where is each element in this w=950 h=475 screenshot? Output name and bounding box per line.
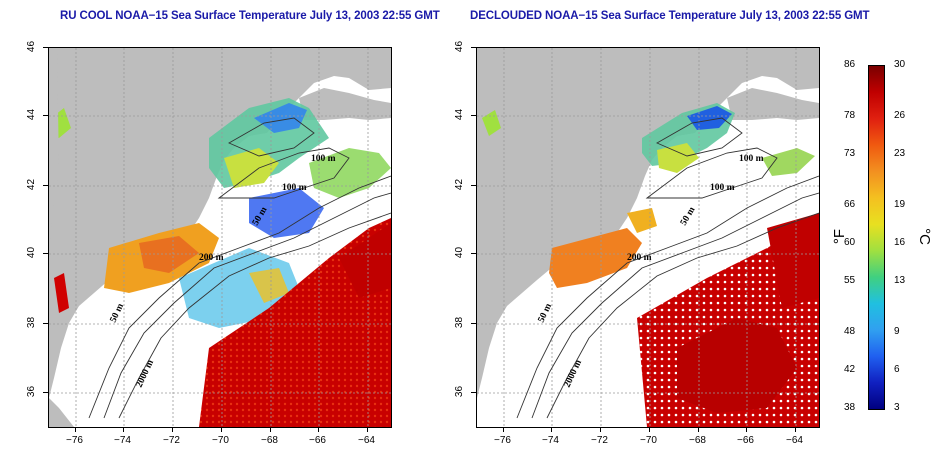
contour-label: 100 m [710, 183, 735, 193]
lon-tick-label: −70 [212, 435, 229, 446]
lon-tick-label: −64 [786, 435, 803, 446]
lon-tick-mark [649, 427, 650, 432]
lat-tick-mark [471, 323, 476, 324]
lat-tick-mark [43, 253, 48, 254]
lat-tick-label: 46 [26, 40, 38, 53]
colorbar-f-label: 55 [844, 274, 856, 286]
contour-label: 2000 m [135, 358, 156, 389]
colorbar-f-label: 73 [844, 147, 856, 159]
lon-tick-label: −68 [689, 435, 706, 446]
colorbar-c-label: 30 [894, 59, 906, 70]
temperature-colorbar [868, 65, 885, 410]
sst-patches [49, 48, 391, 427]
lon-tick-label: −70 [640, 435, 657, 446]
lon-tick-mark [367, 427, 368, 432]
graticule [477, 48, 819, 427]
lat-tick-mark [471, 185, 476, 186]
lon-tick-mark [503, 427, 504, 432]
colorbar-f-label: 48 [844, 325, 856, 337]
colorbar-c-label: 9 [894, 325, 900, 337]
colorbar-c-label: 13 [894, 274, 906, 286]
lon-tick-mark [270, 427, 271, 432]
colorbar-f-label: 42 [844, 363, 856, 375]
chart-title-left: RU COOL NOAA−15 Sea Surface Temperature … [60, 10, 440, 22]
colorbar-c-label: 3 [894, 402, 900, 413]
bathymetry-contours [516, 117, 819, 419]
lat-tick-mark [471, 115, 476, 116]
colorbar-c-label: 26 [894, 109, 906, 121]
lon-tick-mark [221, 427, 222, 432]
lat-tick-label: 42 [26, 178, 38, 191]
lat-tick-label: 38 [454, 316, 466, 329]
colorbar-f-label: 86 [844, 59, 856, 70]
colorbar-c-label: 6 [894, 363, 900, 375]
contour-label: 50 m [537, 302, 554, 324]
contour-label: 50 m [109, 302, 126, 324]
lon-tick-label: −68 [261, 435, 278, 446]
contour-label: 2000 m [563, 358, 584, 389]
celsius-unit-label: °C [915, 228, 933, 245]
lon-tick-label: −66 [309, 435, 326, 446]
lat-tick-mark [43, 185, 48, 186]
contour-label: 100 m [311, 154, 336, 164]
lat-tick-mark [43, 47, 48, 48]
lat-tick-label: 38 [26, 316, 38, 329]
lon-tick-label: −74 [542, 435, 559, 446]
lon-tick-label: −72 [163, 435, 180, 446]
colorbar-c-label: 19 [894, 198, 906, 210]
sst-map-declouded: 100 m 100 m 50 m 200 m 50 m 2000 m [476, 47, 820, 428]
lon-tick-label: −64 [358, 435, 375, 446]
fahrenheit-unit-label: °F [831, 228, 849, 245]
lon-tick-label: −76 [494, 435, 511, 446]
lon-tick-mark [600, 427, 601, 432]
contour-label: 50 m [679, 205, 698, 227]
lon-tick-mark [75, 427, 76, 432]
contour-label: 200 m [199, 253, 224, 263]
lat-tick-label: 42 [454, 178, 466, 191]
lon-tick-mark [123, 427, 124, 432]
lat-tick-mark [471, 253, 476, 254]
lat-tick-mark [471, 392, 476, 393]
lon-tick-mark [746, 427, 747, 432]
lon-tick-mark [172, 427, 173, 432]
contour-label: 100 m [282, 183, 307, 193]
lat-tick-label: 40 [26, 246, 38, 259]
sst-map-raw-svg: 100 m 100 m 50 m 200 m 50 m 2000 m [49, 48, 391, 427]
lon-tick-mark [698, 427, 699, 432]
colorbar-f-label: 60 [844, 236, 856, 248]
lat-tick-label: 44 [454, 108, 466, 121]
lat-tick-mark [43, 115, 48, 116]
contour-label: 200 m [627, 253, 652, 263]
lat-tick-label: 36 [26, 385, 38, 398]
lon-tick-label: −66 [737, 435, 754, 446]
colorbar-f-label: 38 [844, 402, 856, 413]
lat-tick-mark [471, 47, 476, 48]
colorbar-c-label: 23 [894, 147, 906, 159]
lon-tick-label: −74 [114, 435, 131, 446]
chart-title-right: DECLOUDED NOAA−15 Sea Surface Temperatur… [470, 10, 870, 22]
lon-tick-mark [795, 427, 796, 432]
colorbar-f-label: 78 [844, 109, 856, 121]
lat-tick-label: 44 [26, 108, 38, 121]
colorbar-f-label: 66 [844, 198, 856, 210]
lat-tick-label: 36 [454, 385, 466, 398]
sst-map-declouded-svg: 100 m 100 m 50 m 200 m 50 m 2000 m [477, 48, 819, 427]
sst-map-raw: 100 m 100 m 50 m 200 m 50 m 2000 m [48, 47, 392, 428]
lat-tick-mark [43, 323, 48, 324]
lat-tick-label: 40 [454, 246, 466, 259]
bathymetry-contours [88, 117, 391, 419]
sst-patches [482, 103, 819, 427]
colorbar-c-label: 16 [894, 236, 906, 248]
graticule [49, 48, 391, 427]
lon-tick-mark [551, 427, 552, 432]
lat-tick-mark [43, 392, 48, 393]
lon-tick-label: −76 [66, 435, 83, 446]
lon-tick-label: −72 [591, 435, 608, 446]
contour-label: 100 m [739, 154, 764, 164]
lon-tick-mark [318, 427, 319, 432]
lat-tick-label: 46 [454, 40, 466, 53]
